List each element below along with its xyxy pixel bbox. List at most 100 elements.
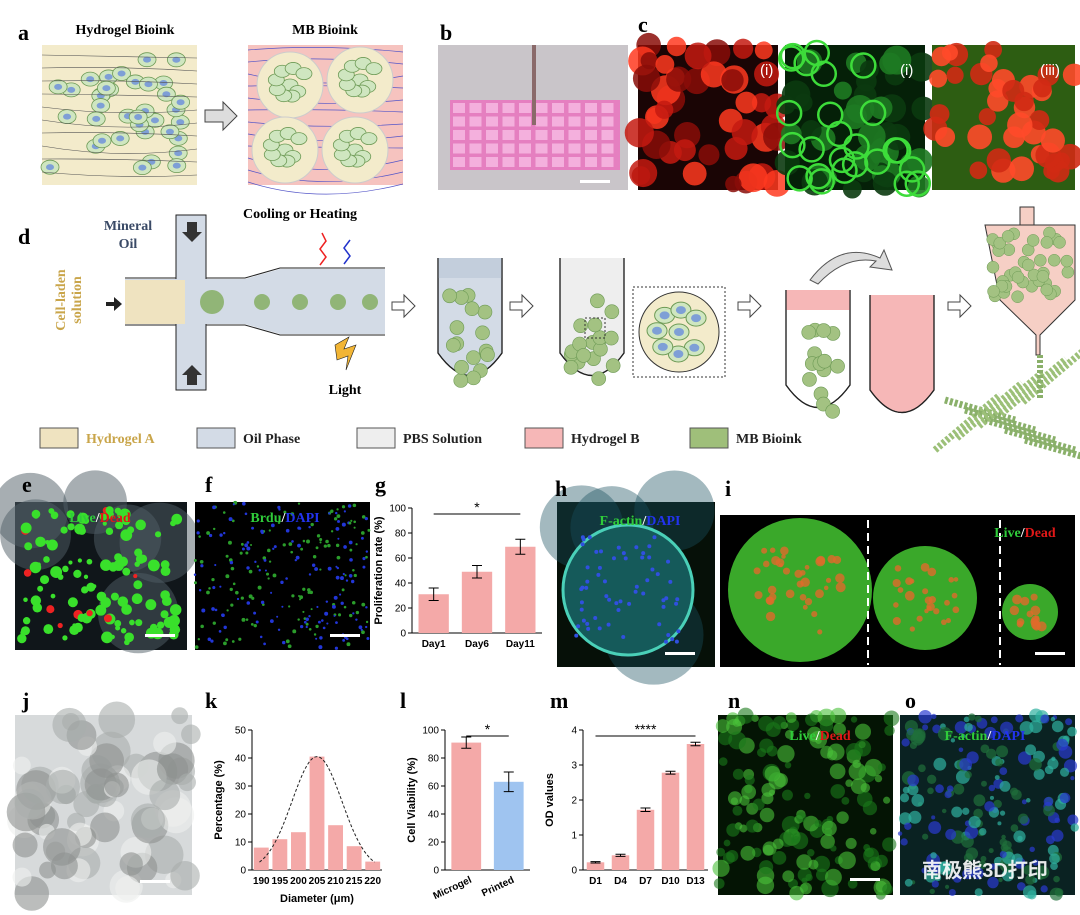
image-texture bbox=[291, 540, 294, 543]
image-texture bbox=[1025, 798, 1031, 803]
image-texture bbox=[355, 618, 358, 621]
bioink-title: MB Bioink bbox=[292, 23, 358, 38]
image-texture bbox=[781, 554, 786, 559]
image-texture bbox=[250, 623, 254, 626]
x-tick-label: Day1 bbox=[422, 639, 446, 650]
image-texture bbox=[568, 143, 581, 154]
image-texture bbox=[872, 171, 898, 196]
fiber bbox=[41, 158, 198, 163]
image-texture bbox=[197, 637, 201, 641]
image-texture bbox=[519, 157, 531, 167]
image-texture bbox=[110, 592, 119, 601]
microgel bbox=[1036, 270, 1050, 283]
image-texture bbox=[735, 91, 758, 114]
image-texture bbox=[263, 558, 267, 562]
image-texture bbox=[893, 602, 899, 608]
image-texture bbox=[796, 854, 812, 870]
image-texture bbox=[241, 617, 246, 622]
droplet bbox=[292, 294, 308, 310]
image-texture bbox=[826, 815, 834, 823]
image-texture bbox=[907, 784, 919, 796]
image-texture bbox=[43, 828, 81, 866]
nucleus bbox=[691, 314, 702, 323]
image-texture bbox=[978, 827, 987, 836]
microgel bbox=[1040, 283, 1053, 297]
image-texture bbox=[785, 589, 795, 599]
image-texture bbox=[815, 589, 824, 599]
image-texture bbox=[758, 715, 774, 732]
tube-fill bbox=[438, 258, 502, 278]
image-texture bbox=[453, 103, 465, 113]
legend-swatch bbox=[39, 427, 79, 449]
scale-bar bbox=[330, 634, 360, 637]
image-texture bbox=[941, 619, 947, 626]
image-texture bbox=[997, 821, 1002, 826]
y-tick-label: 50 bbox=[235, 726, 247, 737]
image-texture bbox=[946, 785, 954, 792]
microgel bbox=[446, 337, 461, 353]
image-texture bbox=[119, 852, 143, 876]
image-texture bbox=[911, 794, 925, 807]
image-texture bbox=[824, 868, 842, 886]
image-texture bbox=[35, 536, 46, 548]
image-texture bbox=[700, 61, 727, 88]
image-texture bbox=[1025, 744, 1037, 756]
image-texture bbox=[349, 548, 353, 552]
microgel bbox=[986, 260, 1000, 274]
image-texture bbox=[831, 157, 858, 184]
image-texture bbox=[568, 116, 581, 127]
image-texture bbox=[268, 529, 271, 532]
panel-label: d bbox=[18, 224, 30, 249]
image-texture bbox=[785, 712, 797, 723]
image-texture bbox=[124, 632, 135, 643]
image-texture bbox=[226, 609, 229, 612]
image-texture bbox=[1070, 776, 1075, 781]
stain-part: DAPI bbox=[991, 729, 1025, 744]
image-texture bbox=[346, 642, 351, 647]
nucleus bbox=[131, 78, 140, 85]
image-texture bbox=[229, 587, 233, 592]
legend-swatch bbox=[689, 427, 729, 449]
fiber bbox=[41, 67, 198, 72]
image-texture bbox=[227, 540, 232, 545]
image-texture bbox=[171, 707, 189, 725]
image-texture bbox=[772, 850, 787, 865]
image-texture bbox=[333, 614, 336, 617]
image-texture bbox=[211, 577, 215, 582]
image-texture bbox=[223, 641, 227, 646]
nucleus bbox=[98, 137, 107, 144]
panel-label: b bbox=[440, 20, 452, 45]
image-texture bbox=[337, 537, 340, 540]
image-texture bbox=[307, 588, 311, 592]
image-texture bbox=[935, 126, 956, 147]
image-texture bbox=[266, 572, 270, 576]
image-texture bbox=[1059, 767, 1070, 777]
image-texture bbox=[618, 599, 623, 604]
image-texture bbox=[754, 41, 773, 60]
image-texture bbox=[941, 44, 958, 61]
panel-label: a bbox=[18, 20, 29, 45]
microgel bbox=[603, 330, 619, 346]
x-tick-label: D13 bbox=[686, 876, 705, 887]
image-texture bbox=[287, 644, 292, 649]
image-texture bbox=[302, 587, 306, 591]
image-texture bbox=[623, 556, 628, 561]
image-texture bbox=[813, 855, 831, 873]
image-texture bbox=[1032, 859, 1039, 866]
image-texture bbox=[1050, 716, 1056, 722]
image-texture bbox=[273, 545, 277, 549]
image-texture bbox=[898, 812, 912, 825]
image-texture bbox=[641, 551, 646, 556]
image-texture bbox=[838, 851, 856, 870]
image-texture bbox=[453, 143, 465, 154]
image-texture bbox=[944, 791, 952, 799]
image-texture bbox=[277, 628, 281, 632]
stain-part: / bbox=[641, 514, 647, 529]
scale-bar bbox=[1035, 652, 1065, 655]
x-tick-label: D4 bbox=[614, 876, 627, 887]
image-texture bbox=[230, 566, 235, 571]
image-texture bbox=[909, 578, 915, 584]
microgel bbox=[587, 317, 603, 333]
image-texture bbox=[726, 823, 740, 837]
tube bbox=[559, 258, 625, 377]
